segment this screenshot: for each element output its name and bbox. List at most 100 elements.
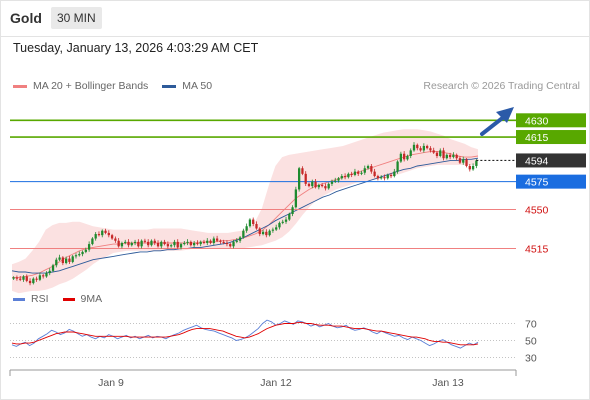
candle <box>45 271 48 278</box>
candle <box>12 276 15 280</box>
candle-body <box>199 241 202 245</box>
candle <box>324 183 327 191</box>
candle <box>380 175 383 180</box>
candle <box>173 239 176 248</box>
candle <box>186 239 189 246</box>
ma20-swatch <box>13 84 27 88</box>
candle-body <box>12 277 15 279</box>
candle <box>455 153 458 161</box>
candle-body <box>196 242 199 245</box>
candle <box>153 238 156 246</box>
candle <box>51 263 55 273</box>
candle-body <box>350 173 353 175</box>
candle <box>71 255 74 264</box>
candle-body <box>170 245 173 247</box>
candle-body <box>94 234 97 239</box>
candle <box>192 240 196 248</box>
candle <box>343 173 347 180</box>
candle-body <box>389 174 393 177</box>
candle-body <box>58 257 61 260</box>
candle <box>170 243 173 248</box>
candle <box>81 250 84 257</box>
candle-body <box>186 241 189 243</box>
timeframe-button[interactable]: 30 MIN <box>51 7 102 29</box>
candle-body <box>432 150 435 153</box>
candle-body <box>242 230 245 238</box>
candle-body <box>475 160 478 167</box>
x-tick-jan-9: Jan 9 <box>98 377 124 389</box>
candle-body <box>376 176 380 179</box>
candle <box>275 224 278 231</box>
candle <box>235 238 238 244</box>
rsi-series-rsi <box>11 319 479 349</box>
candle-body <box>284 219 288 222</box>
candle <box>288 212 291 221</box>
candle-body <box>87 244 91 250</box>
candle-body <box>363 168 366 173</box>
candle-body <box>107 232 110 236</box>
candle <box>386 173 389 180</box>
candle <box>406 154 409 161</box>
candle <box>278 221 281 230</box>
candle-body <box>396 161 399 172</box>
candle <box>104 228 107 235</box>
candle-body <box>61 257 65 264</box>
candle-body <box>439 150 442 156</box>
candle-body <box>212 238 215 243</box>
forecast-arrow-head <box>496 107 514 123</box>
candle <box>199 240 202 247</box>
candle <box>357 170 360 176</box>
candle-body <box>334 180 337 182</box>
research-credit: Research © 2026 Trading Central <box>423 80 580 92</box>
level-label-4630: 4630 <box>525 115 549 127</box>
candle <box>212 236 215 246</box>
candle-body <box>317 184 320 188</box>
candle <box>101 229 104 238</box>
candle <box>87 241 91 252</box>
candle <box>439 148 442 158</box>
level-label-4615: 4615 <box>525 132 549 144</box>
candle <box>370 164 373 174</box>
candle <box>294 186 298 209</box>
candle <box>215 235 219 243</box>
candle-body <box>448 154 452 158</box>
candle <box>291 205 294 217</box>
candle <box>445 153 448 160</box>
candle-body <box>137 241 140 247</box>
candle <box>19 275 22 282</box>
candle-body <box>51 265 55 271</box>
level-tag-4594 <box>516 153 586 168</box>
candle-body <box>15 277 19 279</box>
candle-body <box>419 148 422 151</box>
candle-body <box>84 249 87 252</box>
candle-body <box>403 153 406 160</box>
candle-body <box>78 254 81 256</box>
candle-body <box>455 154 458 159</box>
candle-body <box>117 240 120 247</box>
candle-body <box>209 240 212 243</box>
candle <box>327 182 330 190</box>
candle <box>255 221 258 230</box>
candle <box>219 239 222 244</box>
candle <box>376 174 380 181</box>
candle <box>78 251 81 257</box>
candle <box>91 237 94 246</box>
candle-body <box>114 238 117 241</box>
candle-body <box>278 222 281 228</box>
candle <box>28 278 32 286</box>
candle <box>452 152 455 159</box>
candle-body <box>153 240 156 243</box>
candle <box>396 160 399 174</box>
candle-body <box>442 150 445 159</box>
candle <box>196 240 199 246</box>
level-label-4515: 4515 <box>525 244 549 256</box>
candle-body <box>64 258 68 264</box>
legend-label-9ma: 9MA <box>80 293 103 305</box>
candle <box>271 227 275 233</box>
candle <box>225 240 229 247</box>
candle <box>48 268 51 276</box>
ma50-swatch <box>162 84 177 88</box>
candle <box>252 217 255 227</box>
candle <box>412 142 416 152</box>
candle-body <box>189 241 193 246</box>
